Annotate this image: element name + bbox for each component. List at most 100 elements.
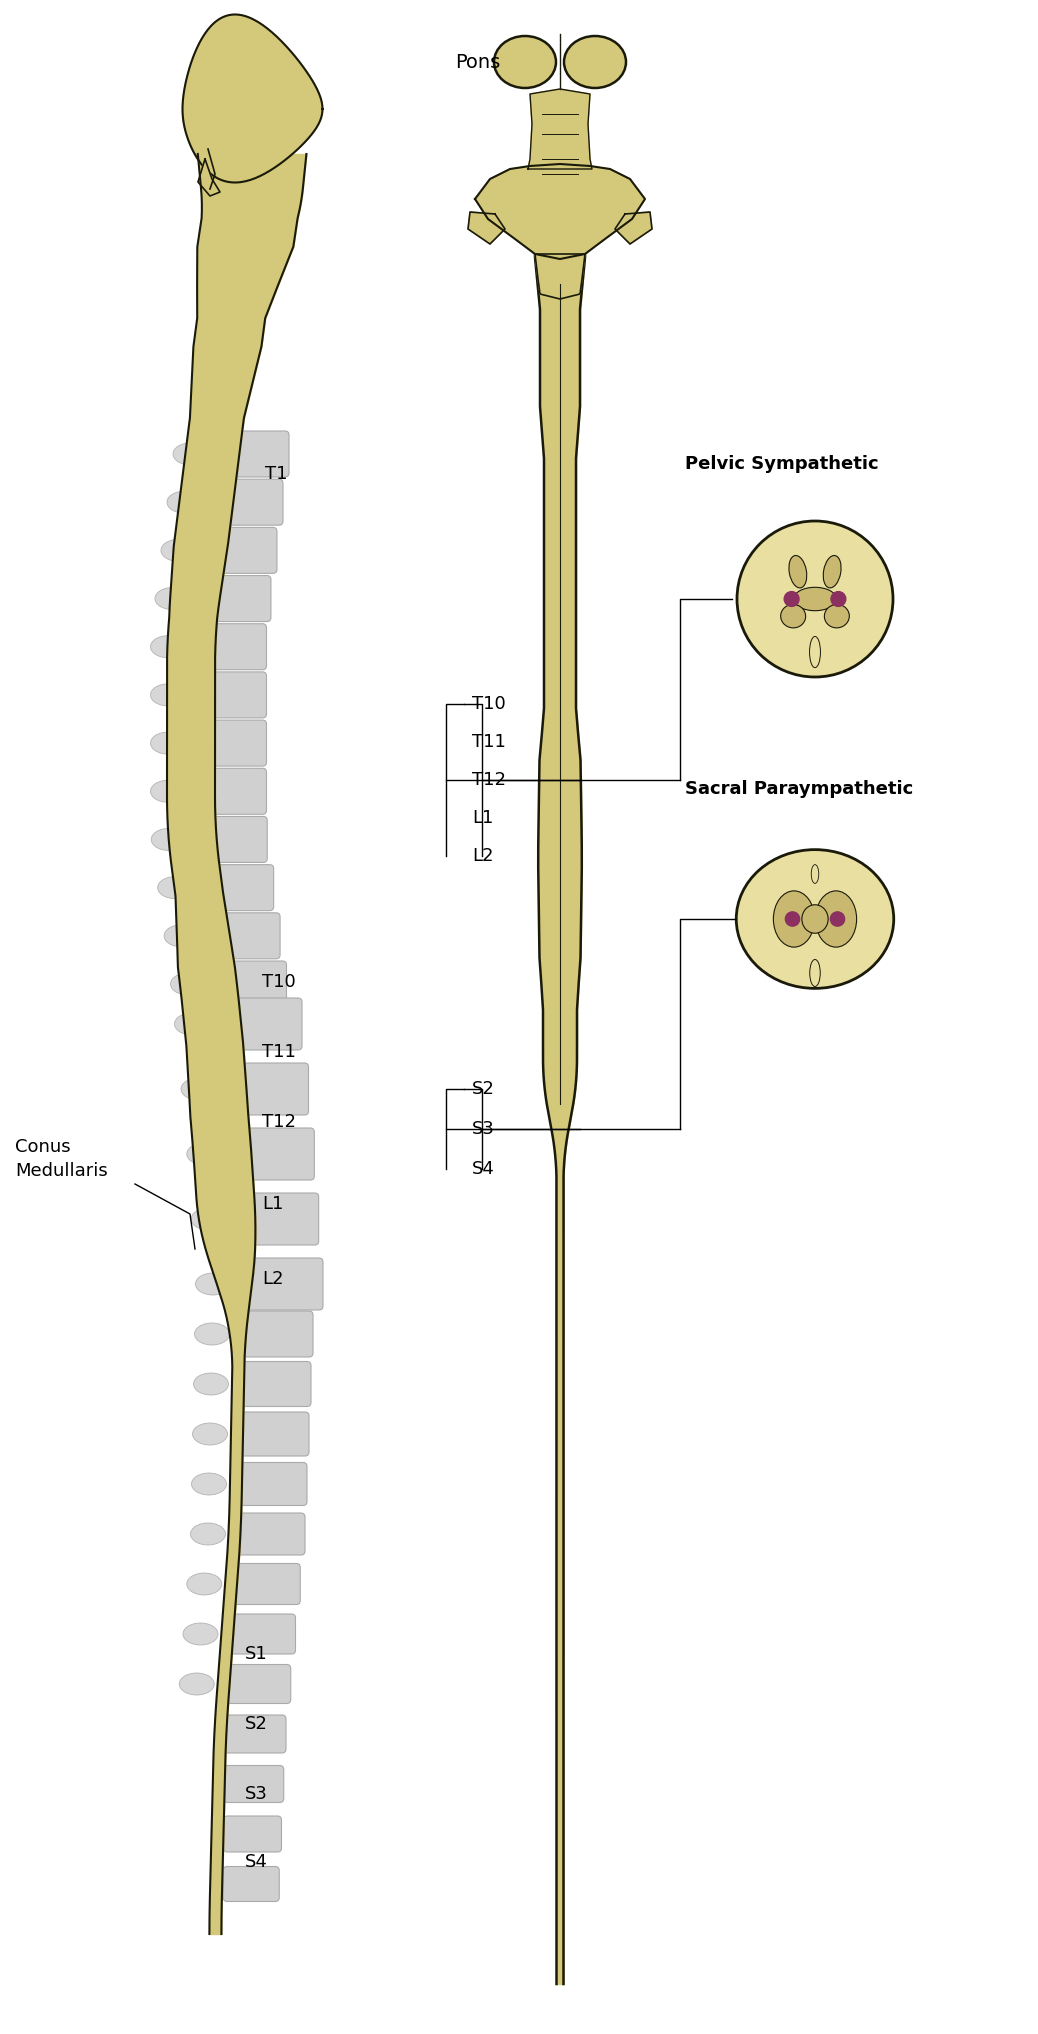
Text: T10: T10 bbox=[472, 696, 506, 714]
FancyBboxPatch shape bbox=[229, 1615, 296, 1654]
Text: S1: S1 bbox=[245, 1646, 268, 1664]
Text: S2: S2 bbox=[245, 1715, 268, 1733]
Polygon shape bbox=[475, 165, 645, 258]
FancyBboxPatch shape bbox=[207, 913, 280, 958]
Ellipse shape bbox=[151, 781, 186, 801]
Ellipse shape bbox=[789, 555, 807, 588]
Ellipse shape bbox=[810, 960, 820, 986]
Ellipse shape bbox=[187, 1572, 222, 1595]
Text: Conus
Medullaris: Conus Medullaris bbox=[15, 1139, 108, 1180]
FancyBboxPatch shape bbox=[222, 1064, 308, 1115]
Ellipse shape bbox=[781, 604, 805, 629]
FancyBboxPatch shape bbox=[235, 1412, 309, 1456]
Ellipse shape bbox=[174, 1013, 210, 1035]
Ellipse shape bbox=[183, 1623, 218, 1646]
FancyBboxPatch shape bbox=[210, 480, 283, 525]
FancyBboxPatch shape bbox=[224, 1715, 286, 1753]
FancyBboxPatch shape bbox=[216, 999, 302, 1050]
Ellipse shape bbox=[181, 1078, 216, 1100]
Text: Pons: Pons bbox=[455, 53, 500, 71]
Ellipse shape bbox=[173, 443, 208, 466]
Text: S4: S4 bbox=[245, 1853, 268, 1871]
Ellipse shape bbox=[793, 588, 837, 610]
Ellipse shape bbox=[152, 828, 186, 850]
Text: Pelvic Sympathetic: Pelvic Sympathetic bbox=[685, 456, 878, 474]
Ellipse shape bbox=[191, 1473, 226, 1495]
Ellipse shape bbox=[193, 1373, 228, 1395]
Ellipse shape bbox=[810, 637, 820, 667]
Ellipse shape bbox=[155, 588, 190, 610]
Ellipse shape bbox=[191, 1523, 225, 1546]
Text: S4: S4 bbox=[472, 1159, 495, 1178]
Polygon shape bbox=[614, 212, 652, 244]
Text: T10: T10 bbox=[262, 972, 296, 991]
FancyBboxPatch shape bbox=[193, 671, 267, 718]
Circle shape bbox=[831, 592, 846, 606]
Ellipse shape bbox=[194, 1322, 229, 1344]
Text: T12: T12 bbox=[262, 1113, 296, 1131]
Ellipse shape bbox=[180, 1674, 214, 1694]
FancyBboxPatch shape bbox=[214, 960, 286, 1007]
FancyBboxPatch shape bbox=[235, 1312, 313, 1357]
FancyBboxPatch shape bbox=[235, 1462, 307, 1505]
Circle shape bbox=[737, 521, 893, 677]
Text: S3: S3 bbox=[472, 1121, 495, 1137]
Text: T11: T11 bbox=[472, 732, 506, 751]
Ellipse shape bbox=[187, 1143, 222, 1165]
Text: T12: T12 bbox=[472, 771, 506, 789]
Ellipse shape bbox=[151, 732, 186, 755]
Text: S3: S3 bbox=[245, 1786, 268, 1802]
FancyBboxPatch shape bbox=[233, 1194, 319, 1245]
Text: L1: L1 bbox=[262, 1196, 283, 1212]
Circle shape bbox=[784, 592, 799, 606]
Polygon shape bbox=[535, 254, 585, 299]
FancyBboxPatch shape bbox=[223, 1816, 281, 1853]
Ellipse shape bbox=[161, 539, 196, 561]
Ellipse shape bbox=[736, 850, 894, 989]
Ellipse shape bbox=[192, 1424, 227, 1444]
Ellipse shape bbox=[195, 1273, 230, 1296]
FancyBboxPatch shape bbox=[200, 864, 274, 911]
FancyBboxPatch shape bbox=[193, 720, 267, 767]
Text: L2: L2 bbox=[472, 846, 493, 864]
Ellipse shape bbox=[824, 604, 849, 629]
Ellipse shape bbox=[823, 555, 841, 588]
Polygon shape bbox=[528, 89, 592, 169]
Ellipse shape bbox=[494, 37, 556, 87]
FancyBboxPatch shape bbox=[226, 1664, 291, 1704]
Text: L1: L1 bbox=[472, 810, 493, 828]
Polygon shape bbox=[468, 212, 506, 244]
FancyBboxPatch shape bbox=[224, 1766, 283, 1802]
Circle shape bbox=[830, 911, 845, 925]
FancyBboxPatch shape bbox=[235, 1513, 305, 1556]
Ellipse shape bbox=[170, 972, 206, 995]
FancyBboxPatch shape bbox=[223, 1867, 279, 1902]
FancyBboxPatch shape bbox=[233, 1564, 300, 1605]
Ellipse shape bbox=[164, 925, 199, 946]
Ellipse shape bbox=[167, 490, 202, 513]
Text: T11: T11 bbox=[262, 1043, 296, 1062]
FancyBboxPatch shape bbox=[235, 1361, 311, 1405]
FancyBboxPatch shape bbox=[198, 576, 271, 622]
Ellipse shape bbox=[158, 877, 193, 899]
FancyBboxPatch shape bbox=[193, 624, 267, 669]
Ellipse shape bbox=[802, 905, 828, 934]
Text: T1: T1 bbox=[265, 466, 288, 482]
Ellipse shape bbox=[151, 683, 186, 706]
Ellipse shape bbox=[812, 864, 819, 883]
FancyBboxPatch shape bbox=[216, 431, 289, 478]
Ellipse shape bbox=[773, 891, 815, 948]
Ellipse shape bbox=[151, 637, 186, 657]
Polygon shape bbox=[198, 159, 220, 195]
FancyBboxPatch shape bbox=[194, 816, 267, 862]
FancyBboxPatch shape bbox=[228, 1129, 315, 1180]
Text: S2: S2 bbox=[472, 1080, 495, 1098]
Polygon shape bbox=[183, 14, 323, 183]
FancyBboxPatch shape bbox=[203, 527, 277, 574]
Ellipse shape bbox=[564, 37, 626, 87]
FancyBboxPatch shape bbox=[237, 1257, 323, 1310]
FancyBboxPatch shape bbox=[193, 769, 267, 814]
Circle shape bbox=[786, 911, 799, 925]
Text: Sacral Paraympathetic: Sacral Paraympathetic bbox=[685, 779, 913, 797]
Text: L2: L2 bbox=[262, 1269, 283, 1288]
